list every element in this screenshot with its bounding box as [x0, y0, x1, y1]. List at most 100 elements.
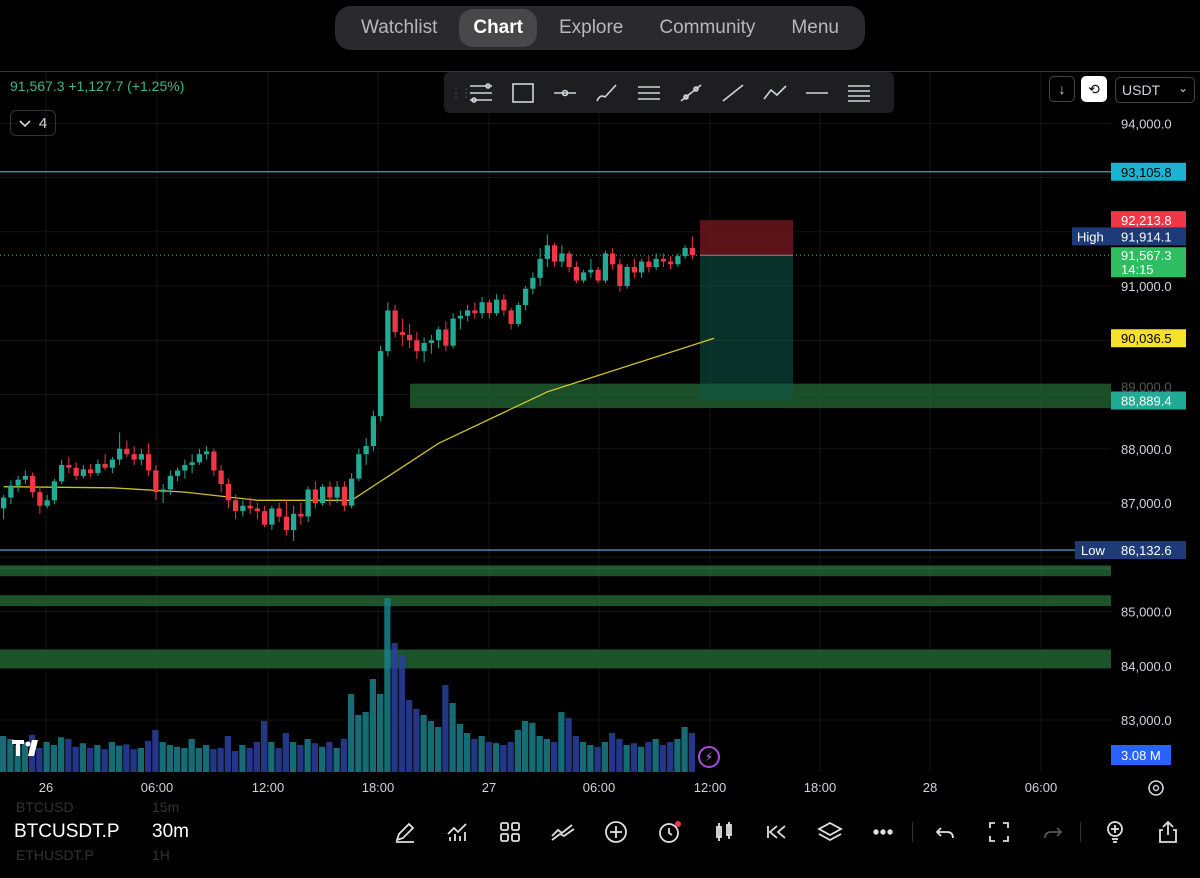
- candle[interactable]: [233, 500, 239, 512]
- candle[interactable]: [523, 288, 529, 305]
- add-icon[interactable]: [601, 817, 631, 847]
- candle[interactable]: [624, 267, 630, 286]
- gear-icon[interactable]: [1152, 784, 1160, 792]
- candle[interactable]: [588, 269, 594, 273]
- share-icon[interactable]: [1153, 817, 1183, 847]
- fullscreen-icon[interactable]: [984, 817, 1014, 847]
- candle[interactable]: [160, 489, 166, 493]
- more-icon[interactable]: [868, 817, 898, 847]
- candle[interactable]: [247, 505, 253, 509]
- candle[interactable]: [349, 478, 355, 506]
- alert-icon[interactable]: [654, 817, 684, 847]
- candle[interactable]: [443, 329, 449, 346]
- fib-channel-icon[interactable]: [838, 75, 880, 111]
- compare-icon[interactable]: [548, 817, 578, 847]
- candle[interactable]: [15, 479, 21, 486]
- price-scale[interactable]: [1111, 72, 1200, 772]
- fib-retracement-icon[interactable]: [460, 75, 502, 111]
- draw-icon[interactable]: [390, 817, 420, 847]
- candle[interactable]: [22, 475, 28, 480]
- tab-community[interactable]: Community: [659, 17, 756, 38]
- candle[interactable]: [515, 304, 521, 324]
- candle[interactable]: [508, 310, 514, 324]
- replay-icon[interactable]: [762, 817, 792, 847]
- trend-line-icon[interactable]: [712, 75, 754, 111]
- candle[interactable]: [370, 416, 376, 447]
- candle[interactable]: [240, 505, 246, 512]
- candle[interactable]: [602, 253, 608, 281]
- candle[interactable]: [414, 340, 420, 352]
- indicators-icon[interactable]: [442, 817, 472, 847]
- candle[interactable]: [334, 486, 340, 498]
- candle[interactable]: [689, 248, 695, 256]
- candle[interactable]: [196, 454, 202, 463]
- candle[interactable]: [167, 475, 173, 490]
- candle[interactable]: [407, 334, 413, 341]
- candle[interactable]: [399, 332, 405, 335]
- candle[interactable]: [472, 310, 478, 314]
- redo-icon[interactable]: [1038, 817, 1068, 847]
- candle[interactable]: [117, 448, 123, 460]
- candle[interactable]: [501, 299, 507, 311]
- drag-handle-icon[interactable]: ⋮⋮: [450, 85, 472, 100]
- candle[interactable]: [639, 261, 645, 273]
- candle[interactable]: [146, 454, 152, 471]
- candle[interactable]: [1, 497, 7, 509]
- candle[interactable]: [59, 465, 65, 482]
- candle[interactable]: [276, 508, 282, 517]
- candle[interactable]: [109, 459, 115, 468]
- rectangle-icon[interactable]: [502, 75, 544, 111]
- candle[interactable]: [262, 511, 268, 525]
- indicators-collapse-button[interactable]: 4: [10, 110, 56, 136]
- candle[interactable]: [95, 463, 101, 474]
- candle[interactable]: [479, 302, 485, 314]
- candle[interactable]: [450, 318, 456, 346]
- candle[interactable]: [44, 500, 50, 506]
- tab-watchlist[interactable]: Watchlist: [360, 17, 438, 38]
- tab-explore[interactable]: Explore: [558, 17, 624, 38]
- candle[interactable]: [428, 340, 434, 343]
- candle[interactable]: [153, 470, 159, 493]
- candle[interactable]: [30, 475, 36, 493]
- scroll-to-latest-button[interactable]: ↓: [1049, 76, 1075, 102]
- candle[interactable]: [668, 261, 674, 265]
- undo-icon[interactable]: [930, 817, 960, 847]
- candle[interactable]: [385, 310, 391, 352]
- candle[interactable]: [320, 486, 326, 503]
- candle[interactable]: [189, 462, 195, 466]
- symbol-button[interactable]: BTCUSDT.P: [14, 821, 120, 842]
- candle[interactable]: [421, 342, 427, 352]
- candle[interactable]: [486, 302, 492, 314]
- brush-icon[interactable]: [586, 75, 628, 111]
- auto-scale-button[interactable]: ⟲: [1081, 76, 1107, 102]
- candle[interactable]: [124, 448, 130, 455]
- tab-chart[interactable]: Chart: [459, 9, 537, 47]
- candle[interactable]: [341, 486, 347, 506]
- candle[interactable]: [269, 508, 275, 525]
- candle[interactable]: [573, 267, 579, 281]
- layers-icon[interactable]: [815, 817, 845, 847]
- candle[interactable]: [660, 258, 666, 262]
- candle[interactable]: [8, 485, 14, 498]
- take-profit-zone[interactable]: [700, 255, 793, 401]
- candle[interactable]: [581, 272, 587, 281]
- candle[interactable]: [131, 454, 137, 460]
- candle[interactable]: [218, 470, 224, 485]
- candle[interactable]: [73, 467, 79, 476]
- candle[interactable]: [494, 299, 500, 314]
- candle[interactable]: [291, 513, 297, 531]
- candle[interactable]: [552, 245, 558, 262]
- candle[interactable]: [80, 469, 86, 476]
- candle[interactable]: [646, 261, 652, 268]
- candle[interactable]: [283, 516, 289, 531]
- candle[interactable]: [631, 267, 637, 273]
- candle[interactable]: [66, 465, 72, 468]
- layouts-icon[interactable]: [495, 817, 525, 847]
- candle[interactable]: [530, 277, 536, 289]
- candle[interactable]: [327, 486, 333, 498]
- interval-button[interactable]: 30m: [152, 821, 189, 842]
- candle[interactable]: [88, 469, 94, 474]
- gear-icon[interactable]: [1148, 780, 1164, 796]
- candle[interactable]: [356, 454, 362, 479]
- candle[interactable]: [595, 269, 601, 281]
